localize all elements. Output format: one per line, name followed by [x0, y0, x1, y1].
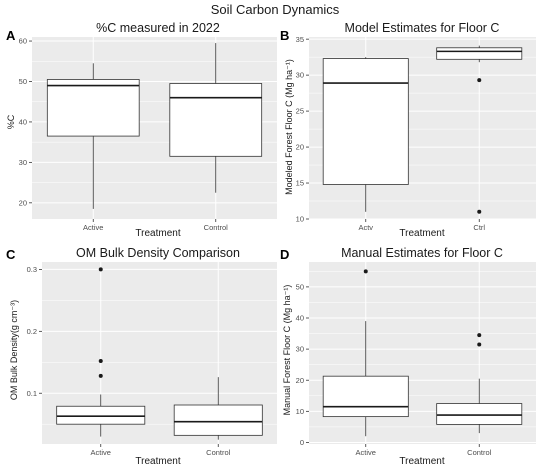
panel-c-title: OM Bulk Density Comparison [76, 246, 240, 260]
panel-d-plot: 0 10 20 30 40 50 Active Control [296, 262, 536, 457]
box-active [56, 267, 146, 437]
outlier-point [477, 209, 482, 214]
x-tick-label: Active [91, 448, 111, 457]
y-tick-label: 50 [19, 77, 27, 86]
x-tick-label: Control [204, 223, 229, 232]
y-tick-label: 15 [296, 179, 304, 188]
box-active [322, 269, 409, 437]
panel-c-xlabel: Treatment [135, 456, 180, 467]
panel-b-ylabel: Modeled Forest Floor C (Mg ha⁻¹) [284, 59, 294, 195]
y-tick-label: 20 [19, 198, 27, 207]
y-tick-label: 50 [296, 282, 304, 291]
iqr-box [322, 375, 409, 418]
iqr-box [56, 405, 146, 425]
panel-b-plot: 10 15 20 25 30 35 Actv Ctrl [296, 35, 536, 232]
panel-d-label: D [280, 247, 289, 262]
y-tick-label: 20 [296, 376, 304, 385]
panel-d: D Manual Estimates for Floor C Treatment… [280, 246, 503, 467]
panel-b: B Model Estimates for Floor C Treatment … [280, 21, 499, 239]
panel-b-xlabel: Treatment [399, 228, 444, 239]
iqr-box [169, 83, 263, 157]
y-tick-label: 10 [296, 215, 304, 224]
outlier-point [363, 269, 368, 274]
y-tick-label: 0.1 [27, 389, 37, 398]
panel-a-label: A [6, 28, 16, 43]
panel-c-ylabel: OM Bulk Density(g cm⁻³) [9, 300, 19, 400]
y-tick-label: 0 [300, 438, 304, 447]
outlier-point [98, 359, 103, 364]
x-tick-label: Active [356, 448, 376, 457]
iqr-box [436, 47, 523, 60]
panel-c-plot: 0.1 0.2 0.3 Active Control [27, 262, 277, 457]
y-tick-label: 30 [296, 71, 304, 80]
iqr-box [322, 58, 409, 185]
panel-a-plot: 20 30 40 50 60 Active Control [19, 37, 277, 232]
panel-a-title: %C measured in 2022 [96, 21, 220, 35]
outlier-point [98, 373, 103, 378]
iqr-box [436, 403, 523, 425]
panel-d-xlabel: Treatment [399, 456, 444, 467]
panel-c: C OM Bulk Density Comparison Treatment O… [6, 246, 240, 467]
box-control [173, 377, 263, 440]
x-tick-label: Ctrl [473, 223, 485, 232]
y-tick-label: 40 [19, 118, 27, 127]
x-tick-label: Control [467, 448, 492, 457]
y-tick-label: 60 [19, 37, 27, 46]
panel-d-ylabel: Manual Forest Floor C (Mg ha⁻¹) [282, 285, 292, 416]
y-tick-label: 30 [19, 158, 27, 167]
box-ctrl [436, 45, 523, 214]
panel-b-title: Model Estimates for Floor C [345, 21, 500, 35]
outlier-point [98, 267, 103, 272]
y-tick-label: 0.2 [27, 327, 37, 336]
outlier-point [477, 342, 482, 347]
y-tick-label: 35 [296, 35, 304, 44]
iqr-box [46, 79, 140, 137]
box-control [169, 43, 263, 193]
box-actv [322, 57, 409, 212]
y-tick-label: 0.3 [27, 265, 37, 274]
panel-a: A %C measured in 2022 Treatment %C [6, 21, 220, 239]
y-tick-label: 40 [296, 314, 304, 323]
panel-b-label: B [280, 28, 289, 43]
x-tick-label: Actv [358, 223, 373, 232]
y-tick-label: 20 [296, 143, 304, 152]
y-tick-label: 30 [296, 345, 304, 354]
box-control [436, 333, 523, 434]
box-active [46, 63, 140, 209]
y-tick-label: 10 [296, 407, 304, 416]
y-tick-label: 25 [296, 107, 304, 116]
x-tick-label: Control [206, 448, 231, 457]
iqr-box [173, 404, 263, 436]
panel-a-xlabel: Treatment [135, 228, 180, 239]
x-tick-label: Active [83, 223, 103, 232]
panel-d-title: Manual Estimates for Floor C [341, 246, 503, 260]
outlier-point [477, 78, 482, 83]
outlier-point [477, 333, 482, 338]
panel-a-ylabel: %C [6, 114, 16, 129]
figure-title: Soil Carbon Dynamics [211, 2, 340, 17]
panel-c-label: C [6, 247, 16, 262]
